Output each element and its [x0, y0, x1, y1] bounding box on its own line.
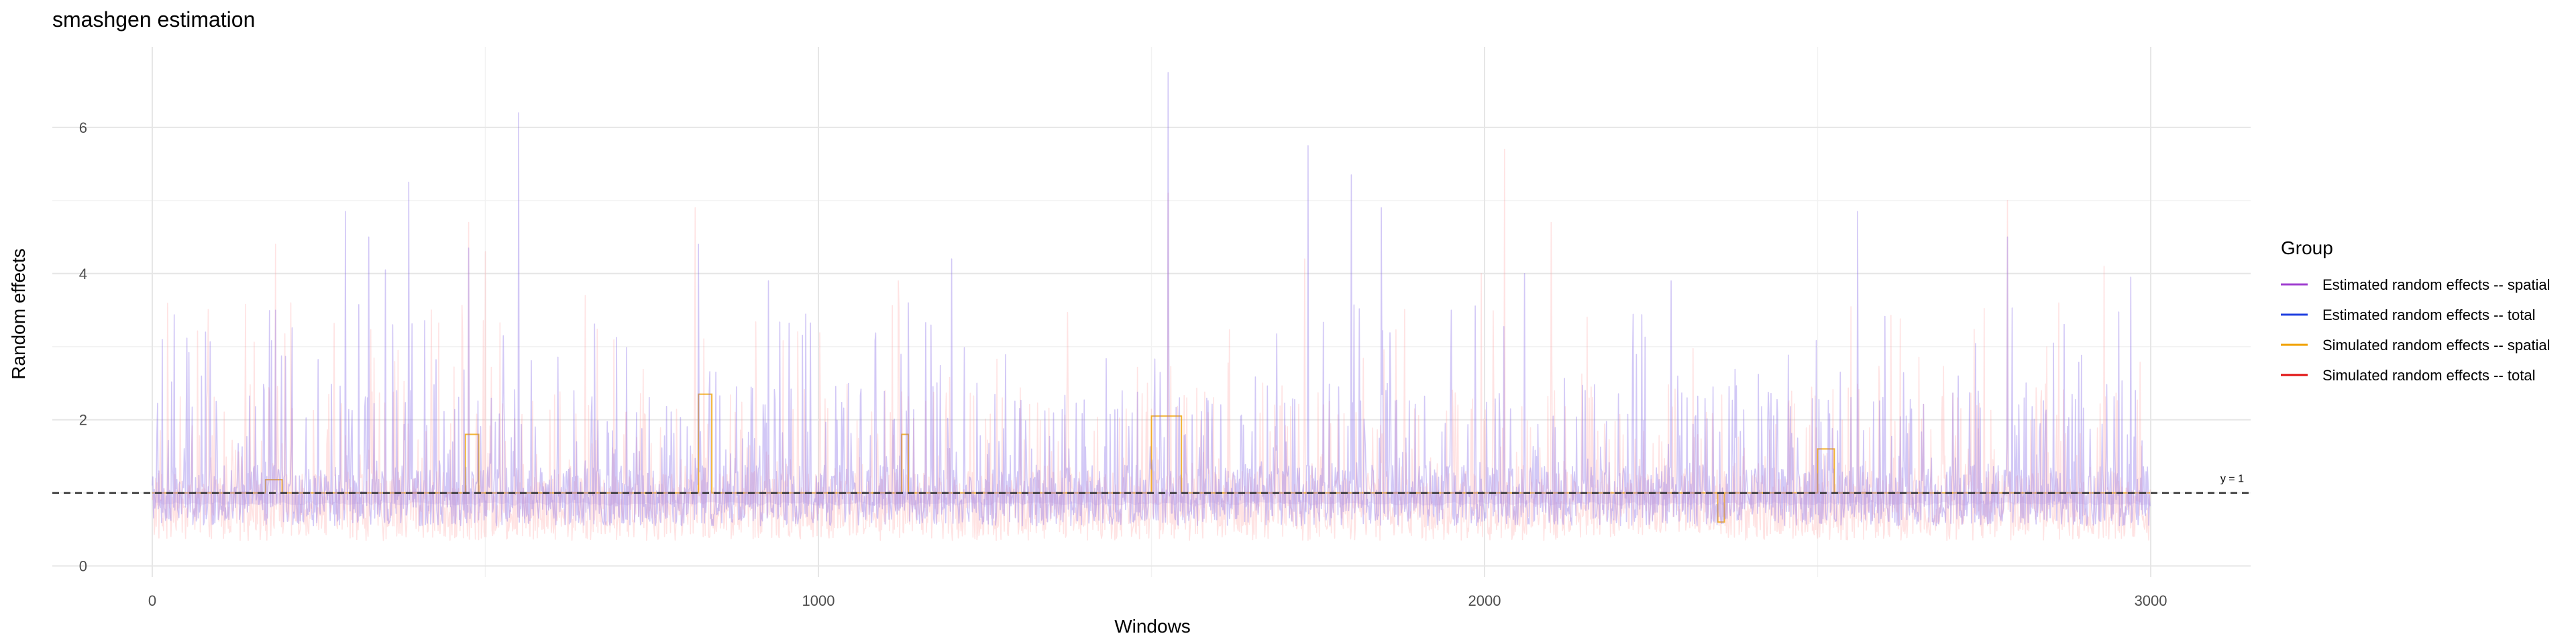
reference-line-layer: y = 1: [52, 474, 2251, 494]
x-tick-label: 1000: [802, 592, 835, 609]
x-axis-label: Windows: [1114, 616, 1191, 637]
legend-label: Simulated random effects -- total: [2322, 367, 2536, 384]
x-tick-label: 3000: [2135, 592, 2167, 609]
legend-title: Group: [2281, 237, 2333, 258]
legend-entry: Simulated random effects -- spatial: [2281, 337, 2551, 354]
series-layer: [152, 72, 2151, 541]
y-axis-label: Random effects: [8, 248, 29, 380]
legend-entry: Estimated random effects -- total: [2281, 307, 2536, 323]
x-tick-label: 0: [148, 592, 156, 609]
legend-label: Simulated random effects -- spatial: [2322, 337, 2551, 354]
chart-title: smashgen estimation: [52, 7, 255, 32]
axis-layer: 0 1000 2000 3000 0 2 4 6: [79, 119, 2167, 609]
series: [152, 491, 2151, 506]
y-tick-label: 0: [79, 558, 87, 575]
series-line: [152, 72, 2151, 527]
legend: Group Estimated random effects -- spatia…: [2281, 237, 2551, 384]
legend-entries: Estimated random effects -- spatial Estim…: [2281, 276, 2551, 384]
series: [152, 72, 2151, 527]
y-tick-label: 4: [79, 266, 87, 282]
legend-entry: Simulated random effects -- total: [2281, 367, 2536, 384]
reference-line-label: y = 1: [2220, 474, 2244, 485]
legend-label: Estimated random effects -- total: [2322, 307, 2536, 323]
legend-entry: Estimated random effects -- spatial: [2281, 276, 2551, 293]
x-tick-label: 2000: [1468, 592, 1501, 609]
y-tick-label: 6: [79, 119, 87, 136]
y-tick-label: 2: [79, 412, 87, 429]
series-band: [152, 491, 2151, 506]
legend-label: Estimated random effects -- spatial: [2322, 276, 2551, 293]
grid: [52, 47, 2251, 577]
